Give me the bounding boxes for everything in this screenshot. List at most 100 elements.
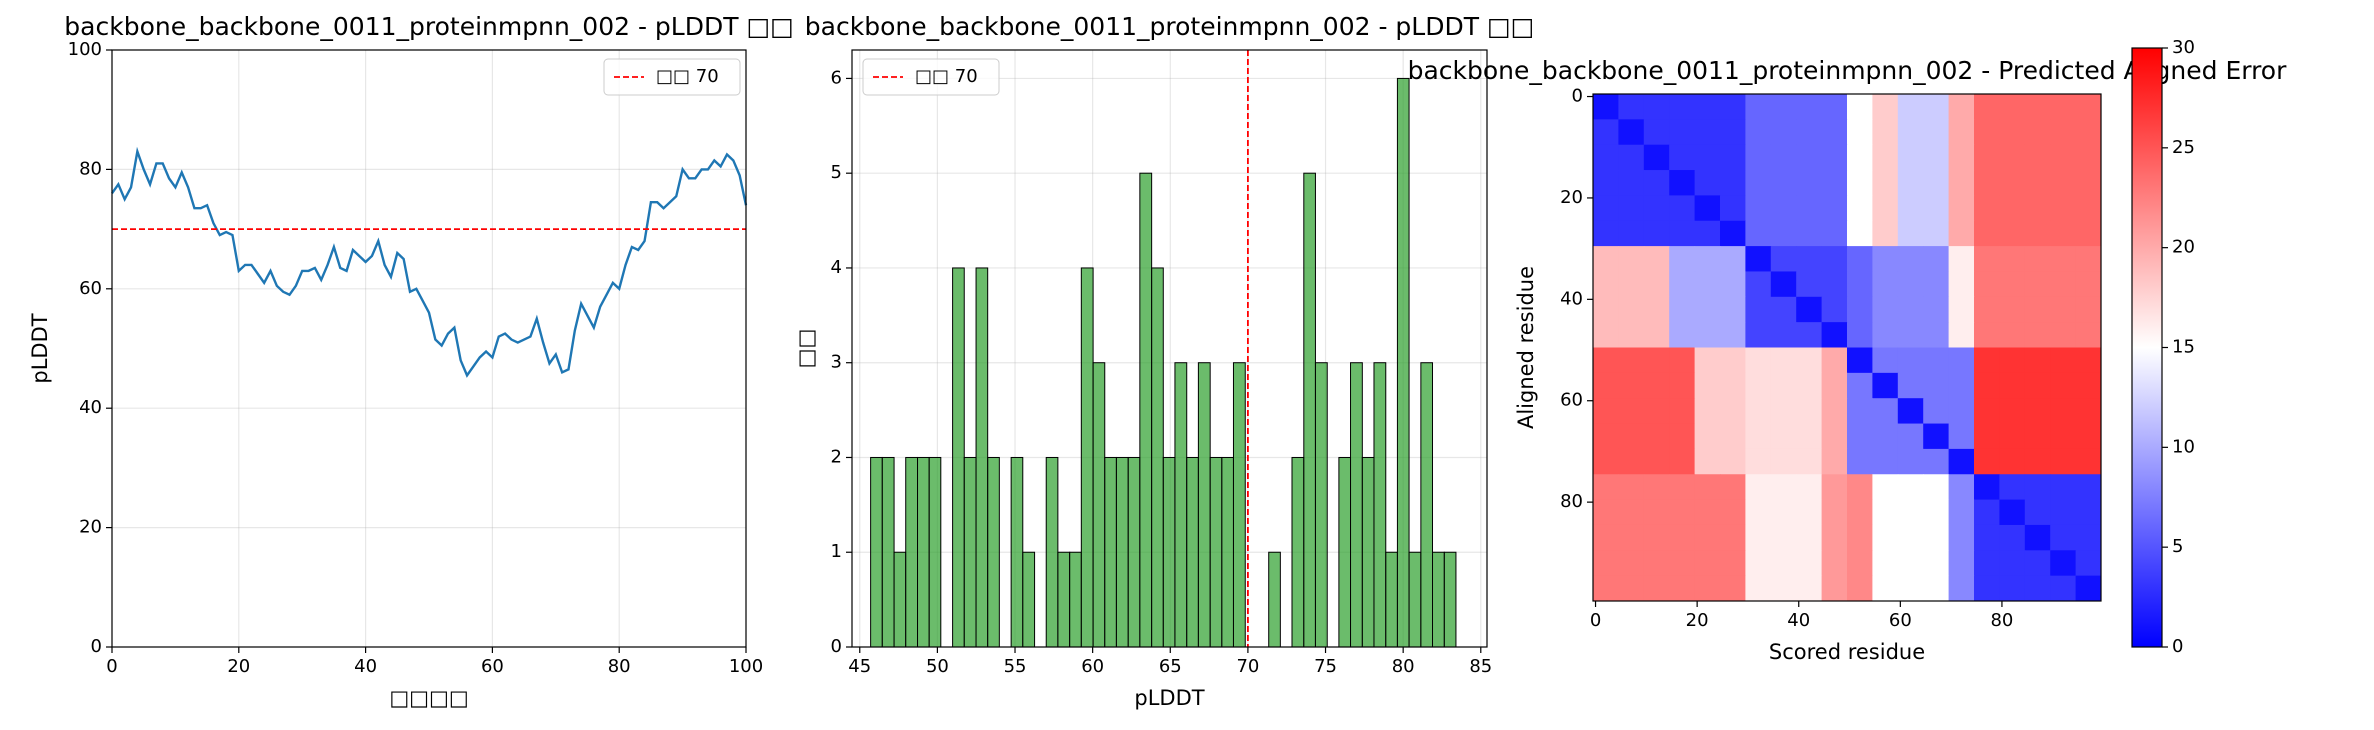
heatmap-cell	[1618, 271, 1645, 298]
heatmap-cell	[1796, 448, 1823, 475]
heatmap-cell	[2050, 322, 2077, 348]
heatmap-cell	[1897, 575, 1924, 602]
heatmap-cell	[1948, 423, 1975, 450]
bar	[928, 456, 942, 648]
heatmap-cell	[2024, 524, 2051, 551]
heatmap-cell	[1974, 398, 2000, 425]
y-tick-label: 6	[831, 67, 842, 88]
colorbar-tick-label: 0	[2172, 636, 2183, 657]
heatmap-cell	[1643, 94, 1670, 120]
heatmap-cell	[1720, 448, 1746, 475]
heatmap-cell	[2050, 271, 2077, 298]
heatmap-cell	[1796, 94, 1823, 120]
colorbar-tick-label: 5	[2172, 536, 2183, 557]
heatmap-cell	[1745, 271, 1772, 298]
heatmap-cell	[1948, 144, 1975, 171]
heatmap-cell	[1974, 271, 2000, 298]
heatmap-cell	[1872, 575, 1899, 602]
heatmap-cell	[1593, 499, 1619, 526]
heatmap-cell	[1720, 246, 1746, 272]
bar	[1350, 362, 1363, 648]
heatmap-cell	[1872, 448, 1899, 475]
heatmap-cell	[1720, 144, 1746, 171]
heatmap-cell	[1847, 499, 1873, 526]
heatmap-cell	[2075, 144, 2102, 171]
heatmap-cell	[1720, 372, 1746, 399]
heatmap-cell	[1999, 448, 2026, 475]
heatmap-cell	[2075, 347, 2102, 374]
heatmap-cell	[1643, 246, 1670, 272]
heatmap-cell	[1999, 474, 2026, 501]
x-tick-label: 80	[1392, 656, 1415, 677]
colorbar-tick-label: 30	[2172, 37, 2195, 58]
heatmap-cell	[1720, 347, 1746, 374]
heatmap-cell	[1821, 322, 1848, 348]
heatmap-cell	[1897, 474, 1924, 501]
heatmap-cell	[1618, 195, 1645, 222]
bar	[870, 456, 883, 648]
heatmap-cell	[1897, 144, 1924, 171]
heatmap-cell	[1974, 423, 2000, 450]
heatmap-cell	[1796, 246, 1823, 272]
heatmap-cell	[1948, 398, 1975, 425]
heatmap-cell	[1923, 474, 1950, 501]
bar	[1010, 456, 1024, 648]
bar	[1115, 456, 1129, 648]
heatmap-cell	[1948, 448, 1975, 475]
heatmap-cell	[1643, 170, 1670, 196]
heatmap-cell	[1694, 499, 1721, 526]
heatmap-cell	[2024, 220, 2051, 247]
heatmap-cell	[1643, 372, 1670, 399]
heatmap-cell	[1821, 119, 1848, 146]
heatmap-cell	[2075, 195, 2102, 222]
bar	[1232, 362, 1246, 648]
heatmap-cell	[1720, 322, 1746, 348]
bar	[1127, 456, 1141, 648]
heatmap-cell	[1847, 170, 1873, 196]
heatmap-cell	[1720, 220, 1746, 247]
heatmap-cell	[1872, 372, 1899, 399]
y-tick-label: 20	[79, 517, 102, 538]
heatmap-cell	[1872, 524, 1899, 551]
heatmap-cell	[1821, 296, 1848, 323]
heatmap-cell	[1720, 170, 1746, 196]
legend-box	[603, 58, 741, 96]
bar	[1420, 362, 1434, 648]
heatmap-cell	[1948, 195, 1975, 222]
heatmap-cell	[1720, 474, 1746, 501]
heatmap-cell	[1643, 499, 1670, 526]
heatmap-cell	[1821, 220, 1848, 247]
y-tick-label: 100	[68, 39, 102, 60]
heatmap-cell	[1872, 246, 1899, 272]
heatmap-cell	[2075, 322, 2102, 348]
heatmap-cell	[1770, 474, 1797, 501]
heatmap-cell	[1694, 296, 1721, 323]
heatmap-cell	[1796, 322, 1823, 348]
heatmap-cell	[2024, 550, 2051, 577]
heatmap-cell	[1974, 524, 2000, 551]
legend-label: □□ 70	[656, 66, 719, 87]
heatmap-cell	[1948, 94, 1975, 120]
heatmap-cell	[1643, 271, 1670, 298]
heatmap-cell	[1796, 271, 1823, 298]
heatmap-cell	[1999, 246, 2026, 272]
heatmap-cell	[1948, 499, 1975, 526]
heatmap-cell	[1821, 372, 1848, 399]
heatmap-cell	[2024, 372, 2051, 399]
heatmap-cell	[2024, 195, 2051, 222]
heatmap-cell	[1999, 220, 2026, 247]
colorbar	[2131, 47, 2163, 648]
heatmap-cell	[1618, 372, 1645, 399]
heatmap-cell	[1643, 119, 1670, 146]
heatmap-cell	[1923, 144, 1950, 171]
heatmap-cell	[2024, 347, 2051, 374]
colorbar-tick-label: 20	[2172, 237, 2195, 258]
heatmap-cell	[2050, 246, 2077, 272]
heatmap-cell	[1923, 170, 1950, 196]
legend: □□ 70	[862, 58, 1000, 96]
heatmap-cell	[1999, 524, 2026, 551]
heatmap-cell	[1872, 271, 1899, 298]
heatmap-cell	[2075, 499, 2102, 526]
heatmap-cell	[2050, 372, 2077, 399]
heatmap-cell	[1923, 575, 1950, 602]
